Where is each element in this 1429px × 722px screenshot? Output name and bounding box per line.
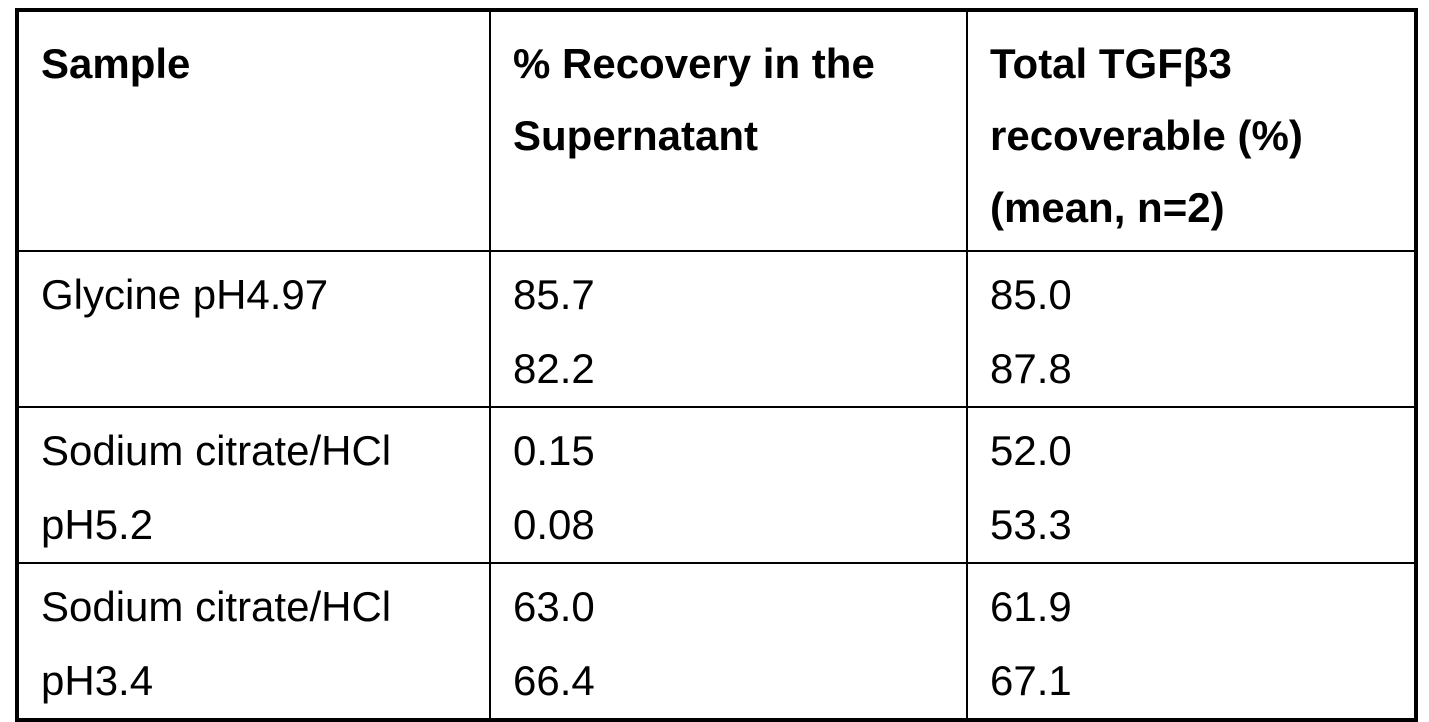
total-value: 67.1 (990, 644, 1394, 718)
table-row: Glycine pH4.9785.782.285.087.8 (17, 251, 1416, 407)
sample-cell: Glycine pH4.97 (17, 251, 490, 407)
recovery-cell: 63.066.4 (490, 563, 967, 720)
total-value: 53.3 (990, 488, 1394, 562)
total-value: 61.9 (990, 570, 1394, 644)
header-cell: Sample (17, 10, 490, 251)
total-value: 52.0 (990, 414, 1394, 488)
total-cell: 85.087.8 (967, 251, 1416, 407)
recovery-value: 63.0 (513, 570, 946, 644)
total-value: 85.0 (990, 258, 1394, 332)
total-cell: 61.967.1 (967, 563, 1416, 720)
recovery-value: 66.4 (513, 644, 946, 718)
header-cell: Total TGFβ3 recoverable (%) (mean, n=2) (967, 10, 1416, 251)
total-value: 87.8 (990, 332, 1394, 406)
header-row: Sample% Recovery in the SupernatantTotal… (17, 10, 1416, 251)
recovery-value: 0.08 (513, 488, 946, 562)
recovery-value: 82.2 (513, 332, 946, 406)
sample-cell: Sodium citrate/HCl pH3.4 (17, 563, 490, 720)
sample-cell: Sodium citrate/HCl pH5.2 (17, 407, 490, 563)
recovery-value: 85.7 (513, 258, 946, 332)
table-row: Sodium citrate/HCl pH3.463.066.461.967.1 (17, 563, 1416, 720)
recovery-cell: 0.150.08 (490, 407, 967, 563)
data-table: Sample% Recovery in the SupernatantTotal… (15, 8, 1418, 722)
recovery-value: 0.15 (513, 414, 946, 488)
table-body: Glycine pH4.9785.782.285.087.8Sodium cit… (17, 251, 1416, 720)
table-row: Sodium citrate/HCl pH5.20.150.0852.053.3 (17, 407, 1416, 563)
recovery-cell: 85.782.2 (490, 251, 967, 407)
header-cell: % Recovery in the Supernatant (490, 10, 967, 251)
total-cell: 52.053.3 (967, 407, 1416, 563)
